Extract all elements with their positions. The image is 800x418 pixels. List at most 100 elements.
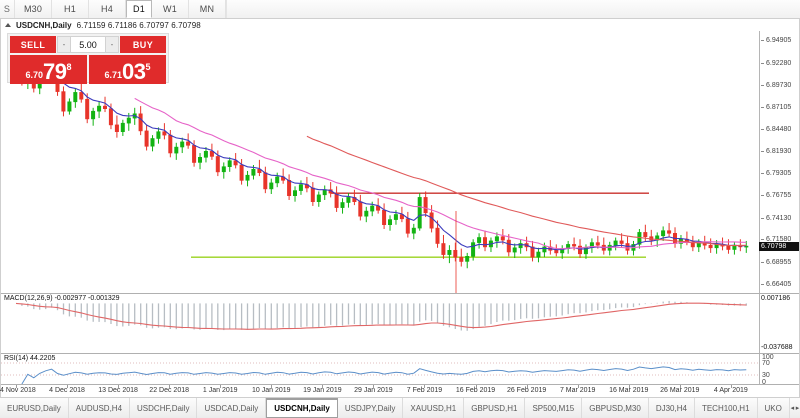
date-tick-label: 13 Dec 2018 — [98, 387, 138, 394]
date-tick — [475, 385, 477, 388]
current-price-label: 6.70798 — [759, 242, 799, 252]
one-click-trading-panel: SELL - 5.00 - BUY 6.70 79 8 6.71 03 5 — [7, 33, 169, 84]
collapse-triangle-icon[interactable] — [5, 23, 11, 27]
price-tick-dash — [761, 151, 764, 153]
date-tick — [271, 385, 273, 388]
date-tick — [118, 385, 120, 388]
chart-tab-usdcnh-daily[interactable]: USDCNH,Daily — [266, 398, 338, 418]
date-tick-label: 26 Feb 2019 — [506, 387, 547, 394]
chart-tab-sp500-m15[interactable]: SP500,M15 — [525, 398, 583, 418]
timeframe-d1[interactable]: D1 — [126, 0, 152, 18]
timeframe-mn[interactable]: MN — [189, 0, 226, 18]
price-tick-dash — [761, 84, 764, 86]
macd-plot-area[interactable] — [1, 294, 759, 353]
sell-price-display[interactable]: 6.70 79 8 — [10, 55, 87, 84]
rsi-axis[interactable]: 100 70 30 0 — [759, 354, 800, 387]
chart-tab-gbpusd-m30[interactable]: GBPUSD,M30 — [582, 398, 649, 418]
price-tick-dash — [761, 261, 764, 263]
timeframe-w1-label: W1 — [163, 4, 177, 14]
date-tick-label: 4 Apr 2019 — [713, 387, 748, 394]
price-tick: 6.66405 — [760, 280, 800, 289]
trade-panel-controls: SELL - 5.00 - BUY — [10, 36, 166, 53]
date-tick-label: 7 Mar 2019 — [559, 387, 596, 394]
price-tick-label: 6.81930 — [766, 148, 792, 156]
price-tick: 6.76755 — [760, 191, 800, 200]
rsi-tick: 0 — [760, 378, 800, 387]
price-tick-dash — [761, 195, 764, 197]
date-tick — [169, 385, 171, 388]
price-tick: 6.92280 — [760, 59, 800, 68]
price-tick-dash — [761, 217, 764, 219]
chart-tab-usdcad-daily[interactable]: USDCAD,Daily — [197, 398, 267, 418]
date-tick-label: 4 Dec 2018 — [49, 387, 85, 394]
chart-tab-eurusd-daily[interactable]: EURUSD,Daily — [0, 398, 69, 418]
buy-button[interactable]: BUY — [120, 36, 166, 53]
volume-stepper: - 5.00 - — [57, 36, 119, 53]
timeframe-w1[interactable]: W1 — [152, 0, 189, 18]
tabs-scroll-left-icon[interactable]: ◂ — [790, 405, 795, 412]
date-tick — [373, 385, 375, 388]
price-tick: 6.79305 — [760, 169, 800, 178]
price-tick-label: 6.76755 — [766, 192, 792, 200]
date-tick-label: 24 Nov 2018 — [0, 387, 36, 394]
sell-button[interactable]: SELL — [10, 36, 56, 53]
buy-price-display[interactable]: 6.71 03 5 — [89, 55, 166, 84]
rsi-tick-label: 100 — [762, 354, 774, 361]
timeframe-mn-label: MN — [199, 4, 215, 14]
timeframe-h4[interactable]: H4 — [89, 0, 126, 18]
date-tick — [220, 385, 222, 388]
price-tick-label: 6.79305 — [766, 170, 792, 178]
price-tick-label: 6.89730 — [766, 81, 792, 89]
chart-tab-dj30-h4[interactable]: DJ30,H4 — [649, 398, 695, 418]
chart-symbol-header: USDCNH,Daily 6.71159 6.71186 6.70797 6.7… — [1, 19, 799, 31]
price-tick: 6.84480 — [760, 125, 800, 134]
volume-input[interactable]: 5.00 — [71, 36, 105, 53]
trade-panel-prices: 6.70 79 8 6.71 03 5 — [10, 55, 166, 84]
macd-bottom-label: -0.037688 — [761, 343, 793, 351]
price-tick-dash — [761, 62, 764, 64]
chart-tab-xauusd-h1[interactable]: XAUUSD,H1 — [403, 398, 465, 418]
date-tick-label: 10 Jan 2019 — [252, 387, 291, 394]
date-tick — [679, 385, 681, 388]
sell-price-fraction: 8 — [66, 62, 72, 72]
date-tick-label: 26 Mar 2019 — [660, 387, 700, 394]
price-tick-dash — [761, 106, 764, 108]
price-tick: 6.94905 — [760, 36, 800, 45]
macd-chart-svg — [15, 300, 747, 331]
timeframe-s[interactable]: S — [0, 0, 15, 18]
price-tick-label: 6.68955 — [766, 258, 792, 266]
price-tick-label: 6.74130 — [766, 214, 792, 222]
volume-increase-button[interactable]: - — [105, 36, 119, 53]
price-tick: 6.87105 — [760, 103, 800, 112]
tabs-scroll-right-icon[interactable]: ▸ — [795, 405, 800, 412]
rsi-tick-label: 0 — [762, 379, 766, 386]
price-tick-dash — [761, 40, 764, 42]
toolbar-empty-area — [226, 0, 800, 18]
date-tick-label: 1 Jan 2019 — [202, 387, 238, 394]
timeframe-h4-label: H4 — [101, 4, 113, 14]
macd-axis[interactable]: 0.007186 -0.037688 — [759, 294, 799, 353]
timeframe-h1[interactable]: H1 — [52, 0, 89, 18]
date-tick-label: 22 Dec 2018 — [149, 387, 190, 394]
timeframe-m30[interactable]: M30 — [15, 0, 52, 18]
date-tick-label: 29 Jan 2019 — [354, 387, 393, 394]
macd-top-label: 0.007186 — [761, 294, 791, 302]
volume-decrease-button[interactable]: - — [57, 36, 71, 53]
chart-tab-audusd-h4[interactable]: AUDUSD,H4 — [69, 398, 131, 418]
chart-tab-uko[interactable]: UKO — [758, 398, 790, 418]
timeframe-toolbar: S M30 H1 H4 D1 W1 MN — [0, 0, 800, 19]
price-tick-label: 6.84480 — [766, 126, 792, 134]
chart-tab-usdchf-daily[interactable]: USDCHF,Daily — [130, 398, 198, 418]
price-tick: 6.74130 — [760, 214, 800, 223]
date-tick — [730, 385, 732, 388]
rsi-plot-area[interactable] — [1, 354, 759, 384]
rsi-indicator-label: RSI(14) 44.2205 — [4, 355, 56, 362]
price-tick-label: 6.94905 — [766, 37, 792, 45]
rsi-pane: RSI(14) 44.2205 100 70 30 0 24 Nov 2018 4 De… — [0, 353, 800, 398]
chart-tab-usdjpy-daily[interactable]: USDJPY,Daily — [338, 398, 404, 418]
price-axis[interactable]: 6.94905 6.92280 6.89730 6.87105 6.84480 6.819… — [759, 31, 799, 293]
chart-tab-tech100-h1[interactable]: TECH100,H1 — [695, 398, 758, 418]
chart-tab-gbpusd-h1[interactable]: GBPUSD,H1 — [464, 398, 526, 418]
price-tick: 6.81930 — [760, 147, 800, 156]
sell-price-big: 79 — [43, 59, 67, 84]
